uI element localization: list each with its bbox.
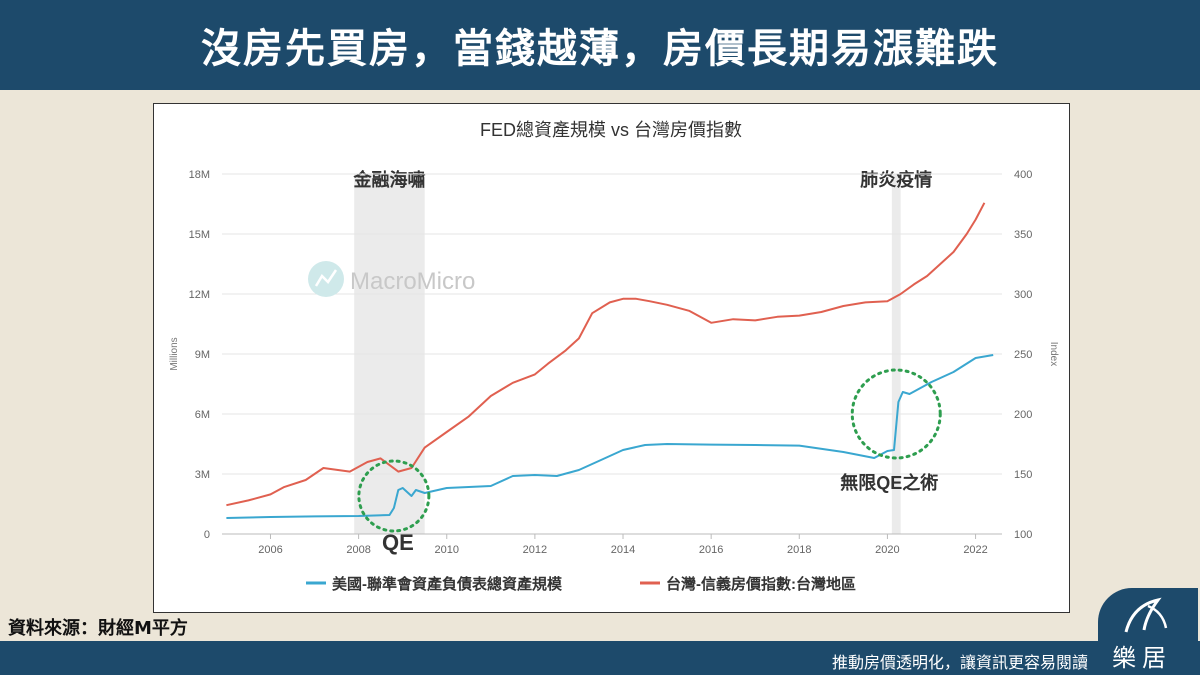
x-tick-label: 2022	[963, 544, 987, 556]
page-title: 沒房先買房，當錢越薄，房價長期易漲難跌	[201, 26, 999, 72]
watermark-logo-mark	[314, 269, 338, 287]
footer-bar: 推動房價透明化，讓資訊更容易閱讀	[0, 641, 1200, 675]
x-tick-label: 2016	[699, 544, 723, 556]
x-tick-label: 2006	[258, 544, 282, 556]
y-right-tick-label: 100	[1014, 529, 1032, 541]
y-left-tick-label: 15M	[189, 229, 210, 241]
y-left-tick-label: 0	[204, 529, 210, 541]
series-lines	[226, 202, 994, 519]
y-left-tick-label: 3M	[195, 469, 210, 481]
y-axis-right: 100 150 200 250 300 350 400	[1014, 169, 1032, 541]
footer-tagline: 推動房價透明化，讓資訊更容易閱讀	[831, 653, 1088, 672]
y-axis-right-label: Index	[1048, 342, 1059, 366]
x-tick-label: 2010	[435, 544, 459, 556]
legend-label-fed: 美國-聯準會資產負債表總資產規模	[332, 575, 563, 593]
y-axis-left: 0 3M 6M 9M 12M 15M 18M	[189, 169, 210, 541]
series-line-fed-assets	[226, 354, 994, 519]
x-tick-label: 2008	[346, 544, 370, 556]
source-label: 資料來源：財經M平方	[8, 618, 188, 639]
logo-leaf-icon	[1124, 597, 1168, 633]
logo-text: 樂居	[1112, 644, 1172, 672]
y-left-tick-label: 18M	[189, 169, 210, 181]
y-right-tick-label: 400	[1014, 169, 1032, 181]
chart-svg: FED總資產規模 vs 台灣房價指數 金融海嘯 肺炎疫情 MacroMicro 0…	[169, 120, 1059, 593]
y-right-tick-label: 200	[1014, 409, 1032, 421]
highlight-band-label: 肺炎疫情	[860, 169, 932, 190]
legend-label-taiwan: 台灣-信義房價指數:台灣地區	[666, 575, 856, 593]
annotations: QE 無限QE之術	[357, 368, 942, 555]
y-right-tick-label: 350	[1014, 229, 1032, 241]
watermark: MacroMicro	[308, 261, 475, 297]
highlight-band-label: 金融海嘯	[352, 169, 425, 190]
y-right-tick-label: 150	[1014, 469, 1032, 481]
chart-title: FED總資產規模 vs 台灣房價指數	[480, 120, 742, 140]
y-left-tick-label: 12M	[189, 289, 210, 301]
brand-logo: 樂居	[1098, 588, 1198, 675]
annotation-circle-unlimited-qe	[850, 368, 942, 460]
legend: 美國-聯準會資產負債表總資產規模 台灣-信義房價指數:台灣地區	[306, 575, 856, 593]
x-tick-label: 2014	[611, 544, 635, 556]
annotation-label-unlimited-qe: 無限QE之術	[840, 472, 938, 493]
y-left-tick-label: 9M	[195, 349, 210, 361]
x-tick-label: 2012	[523, 544, 547, 556]
x-tick-label: 2018	[787, 544, 811, 556]
series-line-taiwan-housing-index	[226, 202, 986, 507]
y-left-tick-label: 6M	[195, 409, 210, 421]
annotation-label-qe: QE	[382, 530, 414, 555]
x-axis: 2006 2008 2010 2012 2014 2016 2018 2020 2022	[222, 533, 1002, 556]
annotation-circle-qe	[357, 459, 431, 533]
x-tick-label: 2020	[875, 544, 899, 556]
y-right-tick-label: 250	[1014, 349, 1032, 361]
y-axis-left-label: Millions	[169, 337, 180, 370]
watermark-text: MacroMicro	[350, 268, 475, 295]
header-banner: 沒房先買房，當錢越薄，房價長期易漲難跌	[0, 0, 1200, 90]
y-right-tick-label: 300	[1014, 289, 1032, 301]
grid-lines	[222, 173, 1002, 535]
chart-card: FED總資產規模 vs 台灣房價指數 金融海嘯 肺炎疫情 MacroMicro 0…	[153, 103, 1070, 613]
